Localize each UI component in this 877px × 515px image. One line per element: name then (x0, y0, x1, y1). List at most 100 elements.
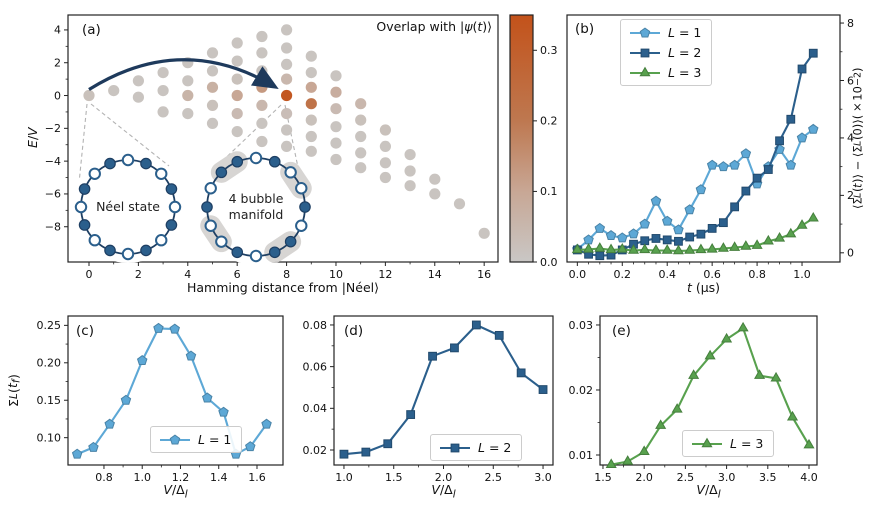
scatter-dot (256, 30, 268, 43)
spin-up-site (165, 219, 178, 231)
svg-text:0.6: 0.6 (703, 268, 721, 281)
scatter-dot (157, 67, 169, 79)
scatter-dot (281, 58, 293, 70)
spin-down-site (295, 182, 308, 195)
marker-triangle (639, 243, 651, 254)
legend-item: L = 3 (628, 63, 701, 82)
scatter-dot (305, 98, 317, 110)
colorbar: 0.0 0.1 0.2 0.3 (509, 14, 558, 269)
marker-triangle (672, 244, 684, 255)
series-line (577, 217, 814, 253)
svg-text:6: 6 (847, 74, 854, 87)
svg-text:2: 2 (135, 268, 142, 281)
svg-text:1.2: 1.2 (172, 471, 190, 484)
svg-text:0.0: 0.0 (540, 256, 558, 269)
svg-text:0.1: 0.1 (540, 185, 558, 198)
marker-pentagon (673, 224, 684, 235)
marker-triangle (594, 242, 606, 252)
marker-triangle (774, 232, 786, 242)
marker-pentagon (796, 132, 808, 143)
svg-text:0.03: 0.03 (569, 319, 594, 332)
marker-triangle (638, 445, 650, 455)
spin-down-site (74, 200, 88, 214)
panel-d-letter: (d) (344, 323, 364, 339)
svg-text:0.3: 0.3 (540, 44, 558, 57)
scatter-dot (231, 73, 243, 85)
spin-up-site (78, 219, 91, 231)
svg-text:−8: −8 (45, 221, 61, 234)
spin-up-site (201, 201, 213, 213)
panel-e-xlabel: V/Δl (696, 482, 721, 501)
spin-up-site (215, 166, 228, 179)
legend-panel-b: L = 1 L = 2 L = 3 (620, 19, 713, 86)
legend-panel-c: L = 1 (150, 426, 243, 453)
scatter-dot (281, 73, 293, 85)
svg-text:14: 14 (428, 268, 442, 281)
marker-square (494, 330, 504, 340)
spin-down-site (295, 219, 308, 232)
svg-text:10: 10 (329, 268, 343, 281)
axes-frame (566, 14, 841, 263)
panel-e: 1.5 2.0 2.5 3.0 3.5 4.0 0.01 0.02 0.03 (569, 315, 818, 484)
scatter-dot (355, 98, 367, 110)
marker-square (383, 439, 393, 449)
marker-triangle (717, 242, 729, 252)
inset-bubble-label: 4 bubble manifold (228, 191, 284, 222)
scatter-dot (281, 108, 293, 120)
legend-item: L = 1 (158, 430, 231, 449)
svg-text:8: 8 (847, 17, 854, 30)
marker-square (730, 202, 740, 212)
marker-pentagon (639, 218, 650, 229)
scatter-dot (281, 124, 293, 136)
panel-d-xlabel: V/Δl (431, 482, 456, 501)
marker-square (797, 64, 807, 74)
marker-triangle (639, 66, 651, 76)
marker-triangle (605, 458, 617, 468)
marker-pentagon (650, 195, 662, 206)
svg-text:0.2: 0.2 (540, 115, 558, 128)
svg-text:4: 4 (54, 24, 61, 37)
scatter-dot (256, 47, 268, 59)
svg-text:1.0: 1.0 (793, 268, 811, 281)
marker-triangle (616, 242, 628, 253)
scatter-dot (281, 42, 293, 54)
marker-square (718, 218, 728, 228)
marker-square (685, 232, 695, 242)
series-L=3 (605, 321, 815, 468)
svg-text:3.0: 3.0 (718, 471, 736, 484)
inset-link-line (90, 103, 170, 167)
legend-item: L = 1 (628, 23, 701, 42)
marker-pentagon (71, 448, 83, 459)
marker-pentagon (661, 215, 673, 226)
legend-label: L = 3 (668, 65, 702, 80)
inset-ring-0 (72, 151, 184, 263)
series-L=3 (571, 211, 819, 255)
panel-a: 0 2 4 6 8 10 12 14 16 4 2 0 −2 −4 −6 −8 (45, 14, 499, 281)
scatter-dot (206, 81, 219, 93)
scatter-dot (256, 99, 268, 111)
marker-pentagon (104, 418, 115, 429)
svg-text:2.5: 2.5 (677, 471, 695, 484)
marker-pentagon (169, 323, 180, 334)
series-L=1 (572, 123, 819, 254)
spin-down-site (249, 151, 263, 165)
scatter-dot (108, 85, 120, 97)
spin-up-site (284, 235, 297, 248)
svg-text:16: 16 (477, 268, 491, 281)
spin-up-site (231, 155, 244, 168)
scatter-dot (231, 55, 243, 67)
marker-square (450, 443, 460, 452)
spin-down-site (168, 200, 182, 214)
scatter-dot (355, 114, 367, 126)
legend-marker-icon (160, 433, 190, 444)
spin-down-site (204, 219, 217, 232)
scatter-dot (206, 47, 219, 59)
svg-text:0: 0 (847, 247, 854, 260)
marker-triangle (701, 437, 713, 447)
marker-pentagon (202, 392, 213, 403)
svg-text:8: 8 (283, 268, 290, 281)
marker-triangle (770, 371, 782, 382)
svg-text:2: 2 (847, 189, 854, 202)
series-line (576, 52, 815, 257)
scatter-dot (305, 145, 317, 157)
